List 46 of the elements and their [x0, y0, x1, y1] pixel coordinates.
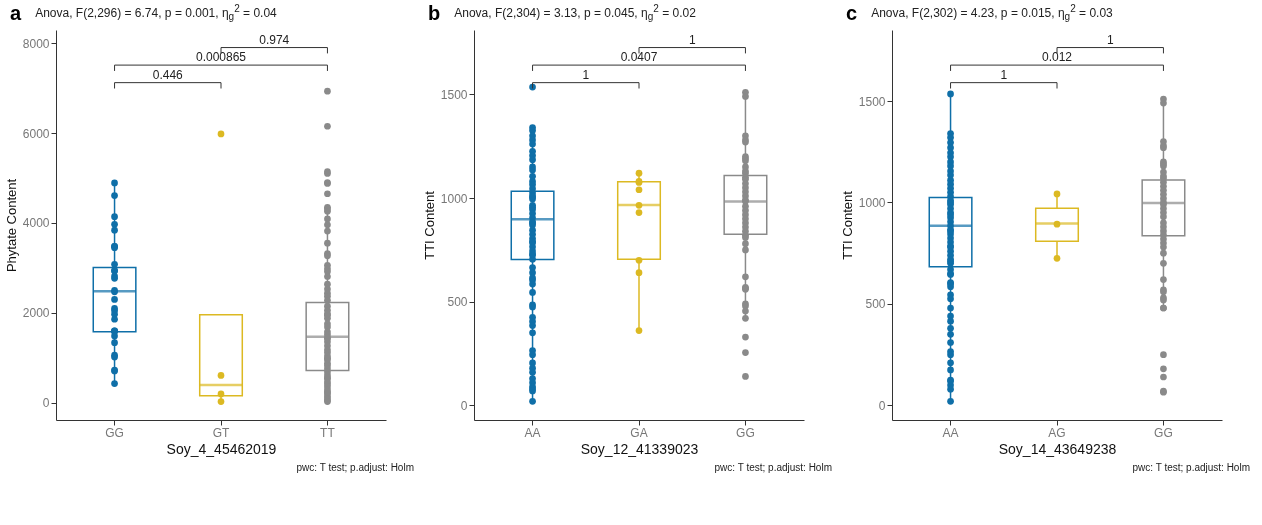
text: pwc: T test; p.adjust: Holm	[418, 462, 836, 473]
chart-subtitle: Anova, F(2,304) = 3.13, p = 0.045, η$_{g}$$^{2}$ = 0.02	[454, 3, 696, 23]
y-tick-label: 4000	[22, 216, 50, 231]
text: pwc: T test; p.adjust: Holm	[0, 462, 418, 473]
y-axis-title: TTI Content	[421, 190, 437, 260]
y-tick-label: 1500	[440, 87, 468, 102]
y-tick-label: 1000	[440, 191, 468, 206]
y-tick-label: 1000	[858, 195, 886, 210]
annotation: 0.0407	[620, 50, 658, 65]
y-tick-label: 500	[865, 297, 886, 312]
x-tick-label: GA	[630, 425, 648, 440]
x-tick-label: TT	[320, 425, 336, 440]
x-axis-title: Soy_4_45462019	[166, 440, 277, 457]
x-tick-label: AA	[942, 425, 959, 440]
text: pwc: T test; p.adjust: Holm	[836, 462, 1254, 473]
x-tick-label: GG	[736, 425, 755, 440]
y-tick-label: 1500	[858, 94, 886, 109]
x-tick-label: GT	[212, 425, 230, 440]
annotation: 1	[582, 67, 590, 82]
annotation: 0.446	[152, 67, 184, 82]
y-tick-label: 0	[42, 396, 50, 411]
chart-subtitle: Anova, F(2,296) = 6.74, p = 0.001, η$_{g}$$^{2}$ = 0.04	[35, 3, 277, 23]
y-tick-label: 8000	[22, 36, 50, 51]
x-axis-title: Soy_12_41339023	[580, 440, 699, 457]
y-tick-label: 0	[878, 398, 886, 413]
x-tick-label: GG	[105, 425, 124, 440]
y-axis-title: TTI Content	[839, 190, 855, 260]
chart-title: b	[428, 1, 441, 25]
annotation: 0.974	[259, 32, 290, 47]
annotation: 0.000865	[195, 50, 247, 65]
chart-title: c	[846, 1, 858, 25]
y-axis-title: Phytate Content	[3, 178, 19, 273]
annotation: 0.012	[1041, 50, 1073, 65]
y-tick-label: 0	[460, 398, 468, 413]
annotation: 1	[1000, 67, 1008, 82]
y-tick-label: 6000	[22, 126, 50, 141]
x-tick-label: GG	[1154, 425, 1173, 440]
x-axis-title: Soy_14_43649238	[998, 440, 1117, 457]
x-tick-label: AG	[1048, 425, 1066, 440]
annotation: 1	[688, 32, 696, 47]
y-tick-label: 2000	[22, 306, 50, 321]
chart-subtitle: Anova, F(2,302) = 4.23, p = 0.015, η$_{g}$$^{2}$ = 0.03	[871, 3, 1113, 23]
chart-title: a	[10, 1, 22, 25]
y-tick-label: 500	[447, 295, 468, 310]
annotation: 1	[1106, 32, 1114, 47]
x-tick-label: AA	[524, 425, 541, 440]
